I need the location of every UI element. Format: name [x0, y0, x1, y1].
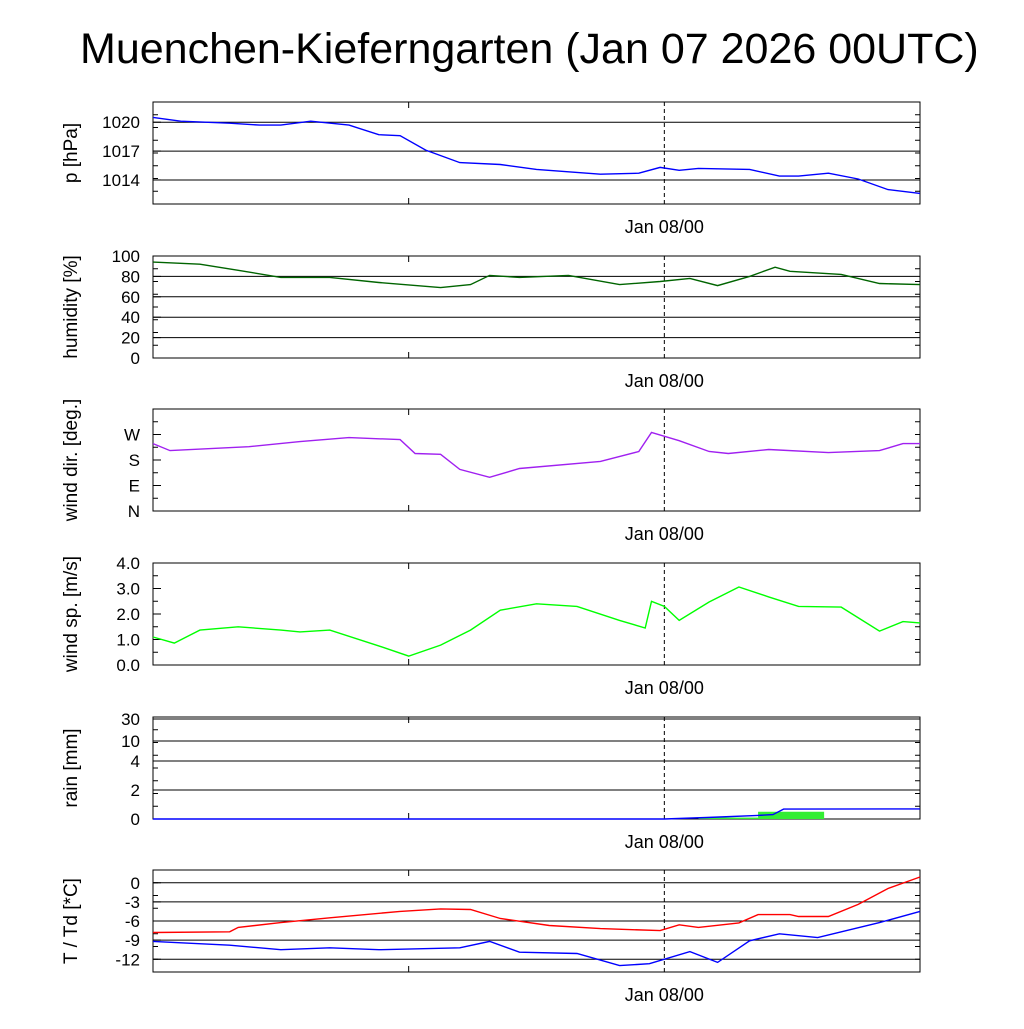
x-tick-label: Jan 08/00 — [625, 524, 704, 544]
y-tick-label: 30 — [121, 710, 140, 729]
y-tick-label: 1020 — [102, 113, 140, 132]
y-tick-label: 0 — [131, 874, 140, 893]
y-tick-label: 2.0 — [116, 605, 140, 624]
y-axis-label: humidity [%] — [61, 255, 82, 358]
panel-4: 30 104 2 0 rain [mm] Jan 08/00 — [61, 710, 920, 852]
y-tick-label: 0 — [131, 349, 140, 368]
y-tick-label: 1014 — [102, 171, 140, 190]
y-axis-label: wind sp. [m/s] — [61, 556, 82, 673]
y-axis-label: rain [mm] — [61, 728, 82, 807]
plot-frame — [153, 102, 920, 204]
y-tick-label: 3.0 — [116, 580, 140, 599]
y-tick-label: 100 — [112, 247, 140, 266]
plot-frame — [153, 256, 920, 358]
panel-5: 0-3-6-9-12 T / Td [*C] Jan 08/00 — [61, 870, 920, 1005]
y-tick-label: 40 — [121, 308, 140, 327]
y-tick-label: E — [129, 477, 140, 496]
x-tick-label: Jan 08/00 — [625, 678, 704, 698]
y-axis-label: wind dir. [deg.] — [61, 399, 82, 523]
y-axis-label: p [hPa] — [61, 123, 82, 183]
y-tick-label: N — [128, 502, 140, 521]
y-tick-label: 20 — [121, 329, 140, 348]
y-tick-label: 60 — [121, 288, 140, 307]
plot-frame — [153, 717, 920, 819]
y-tick-label: -6 — [125, 912, 140, 931]
y-tick-label: 4.0 — [116, 554, 140, 573]
panel-3: 4.0 3.0 2.0 1.0 0.0 wind sp. [m/s] Jan 08/00 — [61, 554, 920, 698]
x-tick-label: Jan 08/00 — [625, 832, 704, 852]
y-tick-label: 1.0 — [116, 631, 140, 650]
y-tick-label: 4 — [131, 752, 140, 771]
y-tick-label: 10 — [121, 732, 140, 751]
y-tick-label: 0 — [131, 810, 140, 829]
plot-frame — [153, 563, 920, 665]
y-tick-label: -12 — [115, 950, 140, 969]
y-tick-label: -3 — [125, 893, 140, 912]
chart-title: Muenchen-Kieferngarten (Jan 07 2026 00UT… — [80, 25, 979, 74]
x-tick-label: Jan 08/00 — [625, 217, 704, 237]
y-tick-label: 1017 — [102, 142, 140, 161]
x-tick-label: Jan 08/00 — [625, 985, 704, 1005]
x-tick-label: Jan 08/00 — [625, 371, 704, 391]
y-tick-label: S — [129, 451, 140, 470]
y-tick-label: 2 — [131, 781, 140, 800]
y-tick-label: 0.0 — [116, 656, 140, 675]
panel-0: 1020 1017 1014 p [hPa] Jan 08/00 — [61, 102, 920, 237]
y-tick-label: -9 — [125, 931, 140, 950]
y-tick-label: 80 — [121, 267, 140, 286]
y-tick-label: W — [124, 426, 140, 445]
plot-frame — [153, 409, 920, 511]
y-axis-label: T / Td [*C] — [61, 878, 82, 964]
